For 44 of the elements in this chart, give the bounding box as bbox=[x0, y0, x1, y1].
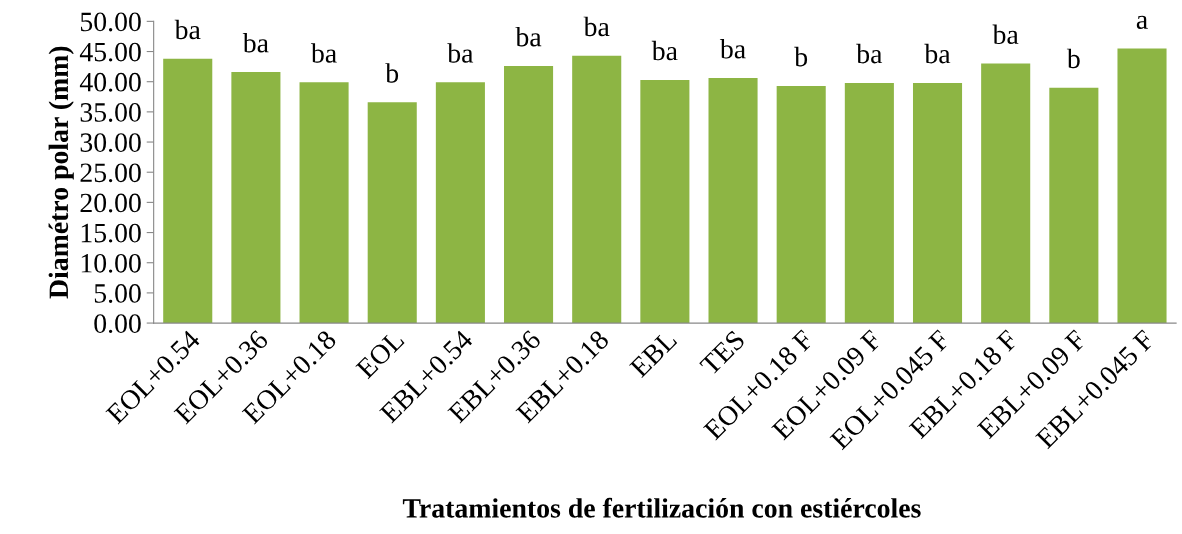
y-tick-label: 5.00 bbox=[94, 284, 141, 303]
bar bbox=[640, 79, 690, 324]
bar bbox=[299, 82, 349, 324]
annotation: ba bbox=[447, 43, 474, 63]
annotation: ba bbox=[515, 26, 542, 47]
annotation: ba bbox=[856, 43, 883, 64]
y-tick-label: 15.00 bbox=[81, 223, 141, 243]
x-tick-label: EBL bbox=[629, 329, 678, 379]
annotation: a bbox=[1136, 15, 1148, 29]
annotation: ba bbox=[310, 43, 337, 63]
annotation: ba bbox=[174, 19, 201, 40]
annotation: ba bbox=[651, 40, 678, 61]
y-axis-title: Diamétro polar (mm) bbox=[48, 46, 74, 299]
annotation: ba bbox=[992, 24, 1019, 45]
bar bbox=[776, 85, 826, 324]
x-axis-title: Tratamientos de fertilización con estiércoles bbox=[402, 497, 921, 518]
bar bbox=[1049, 87, 1099, 324]
annotation: ba bbox=[719, 39, 746, 59]
y-tick-label: 50.00 bbox=[80, 12, 141, 32]
bar bbox=[231, 72, 281, 324]
annotation: ba bbox=[583, 16, 610, 37]
bar bbox=[163, 58, 213, 324]
y-tick-label: 0.00 bbox=[94, 314, 141, 334]
bar bbox=[844, 82, 894, 324]
bar bbox=[504, 66, 554, 324]
y-tick-label: 35.00 bbox=[80, 103, 141, 122]
annotation: ba bbox=[924, 43, 951, 64]
bar bbox=[367, 102, 417, 324]
y-tick-label: 45.00 bbox=[79, 42, 141, 62]
y-tick-label: 25.00 bbox=[80, 163, 141, 183]
y-tick-label: 10.00 bbox=[81, 253, 141, 273]
bar bbox=[708, 78, 758, 324]
bar bbox=[912, 82, 963, 324]
bar bbox=[435, 82, 485, 324]
annotation: b bbox=[385, 63, 399, 83]
annotation: ba bbox=[242, 32, 269, 53]
y-tick-label: 40.00 bbox=[79, 72, 141, 92]
annotation: b bbox=[1066, 48, 1080, 69]
bar bbox=[981, 63, 1031, 324]
bar bbox=[1117, 48, 1167, 324]
y-tick-label: 30.00 bbox=[80, 133, 141, 153]
y-tick-label: 20.00 bbox=[80, 193, 141, 213]
bar bbox=[572, 55, 622, 324]
annotation: b bbox=[794, 46, 808, 67]
